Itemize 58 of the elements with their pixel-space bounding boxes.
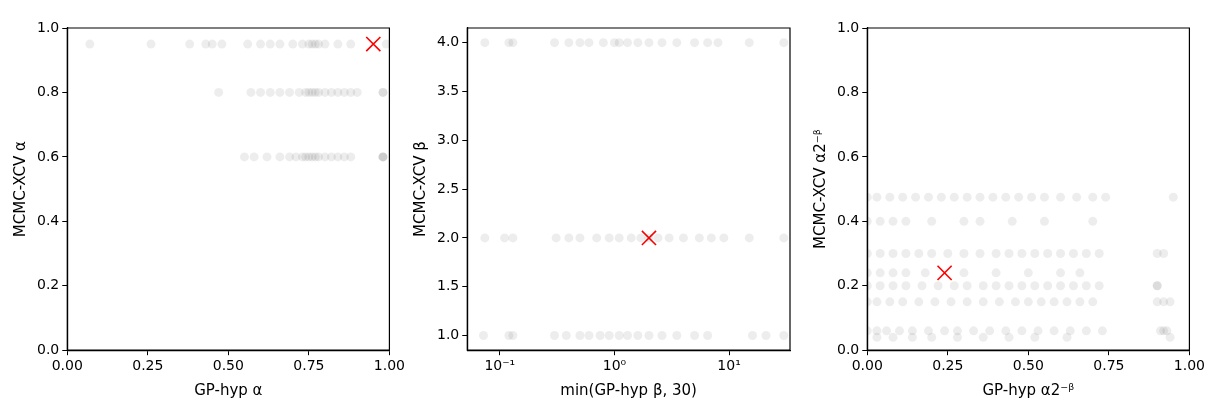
y-tick-label: 2.5: [437, 179, 460, 196]
point: [1159, 249, 1169, 259]
point: [872, 326, 882, 336]
point: [346, 152, 356, 162]
y-tick-label: 4.0: [437, 33, 460, 50]
y-tick-label: 0.8: [837, 83, 860, 100]
point: [949, 281, 959, 291]
point: [952, 326, 962, 336]
x-tick-label: 10¹: [717, 357, 741, 374]
point: [1033, 326, 1043, 336]
x-axis-title: GP-hyp α2⁻ᵝ: [982, 380, 1075, 399]
x-tick-label: 10⁰: [602, 357, 627, 374]
point: [1165, 297, 1175, 307]
point: [936, 265, 953, 281]
x-tick-label: 10⁻¹: [484, 357, 516, 374]
y-tick-label: 0.4: [837, 211, 860, 228]
y-tick-label: 3.0: [437, 130, 460, 147]
x-tick-label: 0.25: [932, 357, 964, 374]
y-tick-label: 0.6: [837, 147, 860, 164]
point: [320, 39, 330, 49]
y-tick-label: 3.5: [437, 82, 460, 99]
y-tick-label: 0.4: [37, 211, 60, 228]
x-tick-label: 1.00: [1173, 357, 1205, 374]
y-axis-title: MCMC-XCV β: [410, 141, 429, 237]
y-tick-label: 0.2: [837, 276, 860, 293]
point: [352, 87, 362, 97]
x-tick-label: 1.00: [373, 357, 405, 374]
x-tick-label: 0.75: [1093, 357, 1125, 374]
y-tick-label: 0.2: [37, 276, 60, 293]
y-axis-title: MCMC-XCV α2⁻ᵝ: [810, 129, 829, 249]
x-tick-label: 0.75: [293, 357, 325, 374]
y-tick-label: 0.0: [837, 340, 860, 357]
x-tick-label: 0.00: [851, 357, 883, 374]
y-tick-label: 0.0: [37, 340, 60, 357]
x-tick-label: 0.00: [51, 357, 83, 374]
x-axis-title: min(GP-hyp β, 30): [560, 380, 697, 399]
point: [907, 326, 917, 336]
x-tick-label: 0.25: [132, 357, 164, 374]
point: [365, 36, 382, 52]
point: [933, 281, 943, 291]
x-tick-label: 0.50: [212, 357, 244, 374]
point: [1065, 326, 1075, 336]
point: [1165, 332, 1175, 342]
y-tick-label: 0.8: [37, 83, 60, 100]
y-axis-title: MCMC-XCV α: [10, 140, 29, 238]
x-axis-title: GP-hyp α: [194, 380, 263, 399]
point: [927, 332, 937, 342]
point: [207, 39, 217, 49]
point: [923, 326, 933, 336]
y-tick-label: 1.0: [37, 18, 60, 35]
x-tick-label: 0.50: [1012, 357, 1044, 374]
y-tick-label: 0.6: [37, 147, 60, 164]
point: [381, 39, 390, 49]
point: [1001, 326, 1011, 336]
y-tick-label: 2.0: [437, 228, 460, 245]
y-tick-label: 1.0: [837, 18, 860, 35]
y-tick-label: 1.0: [437, 326, 460, 343]
y-tick-label: 1.5: [437, 277, 460, 294]
